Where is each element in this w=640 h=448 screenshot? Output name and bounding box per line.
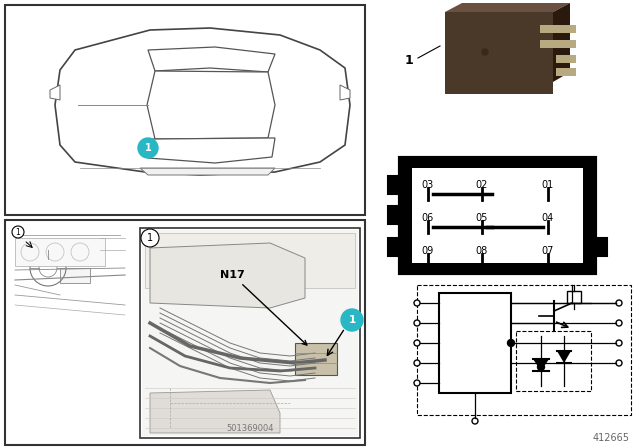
Polygon shape bbox=[553, 3, 570, 82]
Bar bbox=[567, 291, 581, 303]
Polygon shape bbox=[140, 168, 275, 175]
Text: 07: 07 bbox=[542, 246, 554, 256]
Text: 03: 03 bbox=[422, 180, 434, 190]
Circle shape bbox=[616, 320, 622, 326]
Text: 1: 1 bbox=[147, 233, 153, 243]
Circle shape bbox=[141, 229, 159, 247]
Circle shape bbox=[414, 380, 420, 386]
Bar bbox=[556, 68, 576, 76]
Circle shape bbox=[341, 309, 363, 331]
Bar bbox=[5, 220, 365, 445]
Bar bbox=[145, 233, 355, 288]
Bar bbox=[388, 206, 402, 224]
Bar bbox=[295, 343, 337, 375]
Circle shape bbox=[616, 300, 622, 306]
Bar bbox=[417, 285, 631, 415]
Text: 08: 08 bbox=[476, 246, 488, 256]
Text: 02: 02 bbox=[476, 180, 488, 190]
Bar bbox=[593, 238, 607, 256]
Bar bbox=[388, 238, 402, 256]
Circle shape bbox=[508, 340, 515, 346]
Polygon shape bbox=[55, 28, 350, 175]
Bar bbox=[140, 228, 360, 438]
Circle shape bbox=[472, 418, 478, 424]
Polygon shape bbox=[50, 85, 60, 100]
Polygon shape bbox=[445, 3, 570, 12]
Bar bbox=[388, 176, 402, 194]
Text: 412665: 412665 bbox=[593, 433, 630, 443]
Polygon shape bbox=[150, 243, 305, 308]
Text: 1: 1 bbox=[145, 143, 152, 153]
Bar bbox=[5, 5, 365, 215]
Text: 05: 05 bbox=[476, 213, 488, 223]
Bar bbox=[540, 40, 560, 48]
Circle shape bbox=[414, 320, 420, 326]
Polygon shape bbox=[533, 359, 549, 371]
Bar bbox=[142, 230, 358, 436]
Bar bbox=[15, 238, 105, 266]
Circle shape bbox=[414, 340, 420, 346]
Polygon shape bbox=[148, 138, 275, 163]
Bar bbox=[60, 268, 90, 283]
Text: 09: 09 bbox=[422, 246, 434, 256]
Polygon shape bbox=[147, 71, 275, 139]
Circle shape bbox=[414, 360, 420, 366]
Text: 06: 06 bbox=[422, 213, 434, 223]
Text: 04: 04 bbox=[542, 213, 554, 223]
Bar bbox=[540, 25, 560, 33]
Bar bbox=[400, 158, 595, 273]
Polygon shape bbox=[340, 85, 350, 100]
Text: 1: 1 bbox=[15, 228, 20, 237]
Circle shape bbox=[482, 49, 488, 55]
Circle shape bbox=[12, 226, 24, 238]
Circle shape bbox=[414, 300, 420, 306]
Bar bbox=[556, 25, 576, 33]
Circle shape bbox=[616, 340, 622, 346]
Bar bbox=[516, 331, 591, 391]
Text: 501369004: 501369004 bbox=[227, 424, 274, 433]
Polygon shape bbox=[150, 390, 280, 433]
Bar bbox=[412, 168, 583, 263]
Bar bbox=[445, 12, 553, 94]
Polygon shape bbox=[148, 47, 275, 72]
Text: N17: N17 bbox=[220, 270, 307, 345]
Polygon shape bbox=[557, 351, 571, 363]
Circle shape bbox=[616, 360, 622, 366]
Circle shape bbox=[538, 363, 545, 370]
Circle shape bbox=[138, 138, 158, 158]
Text: 01: 01 bbox=[542, 180, 554, 190]
Bar bbox=[556, 55, 576, 63]
Text: 1: 1 bbox=[348, 315, 356, 325]
Bar bbox=[556, 40, 576, 48]
Bar bbox=[439, 293, 511, 393]
Text: 1: 1 bbox=[404, 53, 413, 66]
